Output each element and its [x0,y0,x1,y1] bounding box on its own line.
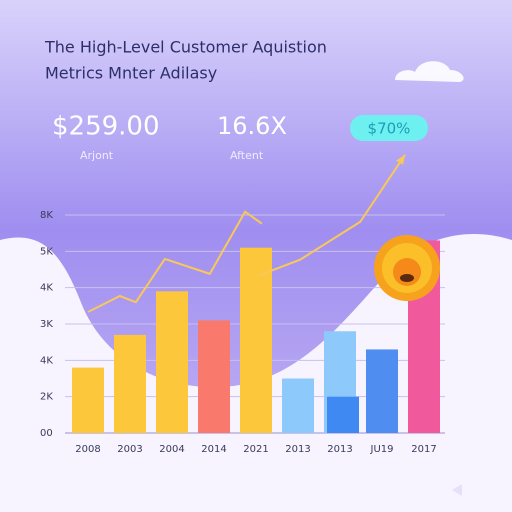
x-tick-label: JU19 [370,444,394,455]
cloud [395,61,464,82]
arrow-head [396,154,406,165]
kpi-label: Aftent [230,149,264,162]
y-tick-label: 3K [40,319,53,330]
kpi-value: $70% [368,120,411,138]
x-tick-label: 2014 [201,444,226,455]
coin-icon [374,235,440,301]
y-tick-label: 5K [40,246,53,257]
kpi-value: 16.6X [217,112,287,140]
bar [114,334,146,433]
x-tick-label: 2013 [285,444,310,455]
chart-title: The High-Level Customer Aquistion [44,38,327,57]
kpi-label: Arjont [80,149,114,162]
chart-subtitle: Metrics Mnter Adilasy [45,64,217,83]
kpi-value: $259.00 [52,112,160,142]
x-tick-label: 2008 [75,444,100,455]
x-tick-label: 2003 [117,444,142,455]
bar [72,367,104,433]
x-tick-label: 2017 [411,444,436,455]
y-tick-label: 8K [40,210,53,221]
x-tick-label: 2013 [327,444,352,455]
plot: 00 2K 4K 3K 4K 5K 8K 2008 2003 2004 2014 2021 2013 20… [40,154,445,455]
y-tick-label: 00 [40,428,53,439]
bar [282,378,314,433]
y-tick-label: 4K [40,283,53,294]
kpi-badge [350,115,428,141]
y-tick-label: 2K [40,392,53,403]
trend-line [87,154,406,313]
bar [327,396,359,433]
wave [0,234,512,512]
bar [366,349,398,433]
x-tick-label: 2004 [159,444,184,455]
x-tick-label: 2021 [243,444,268,455]
bar [198,320,230,433]
bar [240,247,272,433]
y-tick-label: 4K [40,355,53,366]
decoration [452,484,462,496]
bar [156,291,188,433]
